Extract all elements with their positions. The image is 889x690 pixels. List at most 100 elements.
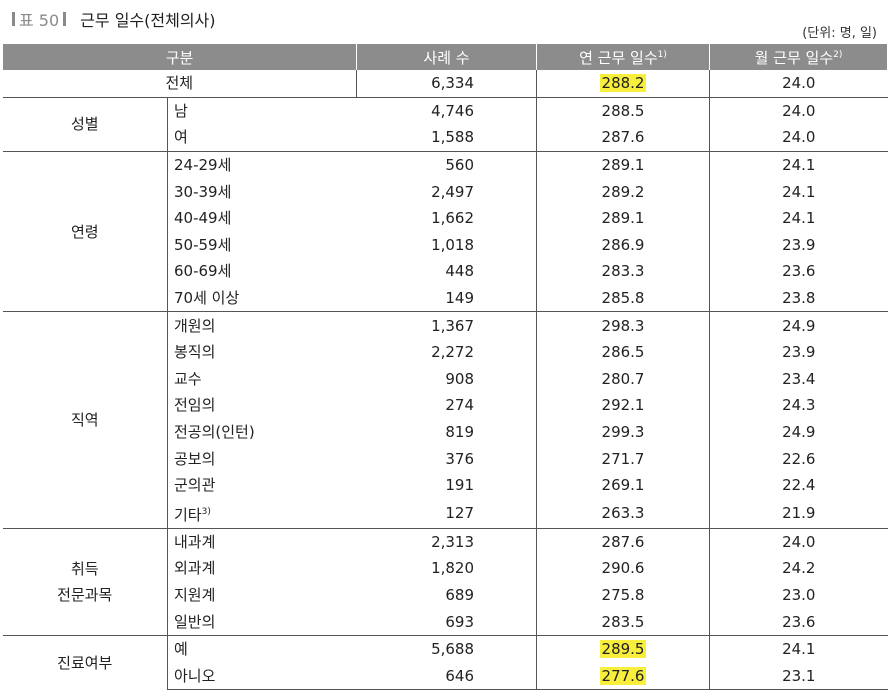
table-row: 봉직의 2,272 286.5 23.9 xyxy=(3,338,888,366)
cases-cell: 127 xyxy=(356,498,538,528)
monthly-cell: 24.1 xyxy=(709,634,888,663)
annual-cell: 263.3 xyxy=(536,498,711,528)
monthly-cell: 22.4 xyxy=(782,476,816,495)
annual-cell: 298.3 xyxy=(536,311,711,339)
row-label: 내과계 xyxy=(167,527,357,556)
cases-cell: 2,272 xyxy=(356,338,538,366)
group-label-line: 직역 xyxy=(70,410,99,429)
annual-value: 289.5 xyxy=(599,640,647,659)
annual-cell: 285.8 xyxy=(536,284,711,312)
annual-value: 283.5 xyxy=(601,612,645,631)
annual-value: 289.2 xyxy=(601,182,645,201)
cases-cell: 693 xyxy=(356,608,538,636)
annual-cell: 283.3 xyxy=(536,258,711,285)
monthly-cell: 22.6 xyxy=(782,449,816,468)
annual-value: 285.8 xyxy=(601,289,645,308)
row-label: 예 xyxy=(167,634,357,663)
table-row: 취득 전문과목 내과계 2,313 287.6 24.0 xyxy=(2,527,888,636)
group-label: 성별 xyxy=(2,96,168,152)
row-label-text: 예 xyxy=(174,640,188,659)
annual-cell: 283.5 xyxy=(536,608,711,636)
row-label: 40-49세 xyxy=(168,205,357,232)
header-category: 구분 xyxy=(1,44,358,70)
monthly-cell: 23.0 xyxy=(782,585,816,604)
row-label-text: 여 xyxy=(174,128,188,147)
row-label-text: 공보의 xyxy=(174,449,216,468)
annual-value: 283.3 xyxy=(601,262,645,281)
row-label: 봉직의 xyxy=(168,339,357,366)
row-label-text: 50-59세 xyxy=(174,235,232,254)
table-row: 군의관 191 269.1 22.4 xyxy=(3,471,888,499)
header-annual-note: 1) xyxy=(657,49,667,60)
monthly-cell: 24.1 xyxy=(782,182,816,201)
cases-cell: 1,018 xyxy=(356,231,538,259)
cases-cell: 819 xyxy=(356,418,538,446)
header-monthly: 월 근무 일수2) xyxy=(709,44,889,70)
table-name: 근무 일수(전체의사) xyxy=(80,11,216,30)
annual-cell: 271.7 xyxy=(536,445,711,472)
cases-cell: 908 xyxy=(356,365,538,393)
row-label: 남 xyxy=(167,96,357,125)
row-label: 70세 이상 xyxy=(168,285,357,312)
header-annual: 연 근무 일수1) xyxy=(536,44,711,70)
cases-cell: 191 xyxy=(356,471,538,499)
annual-cell: 277.6 xyxy=(536,662,711,690)
annual-cell: 289.2 xyxy=(536,178,711,205)
monthly-cell: 21.9 xyxy=(782,504,816,522)
group-label-line: 진료여부 xyxy=(57,653,113,672)
row-label-note: 3) xyxy=(201,506,211,517)
table-number: 표 50 xyxy=(19,11,60,30)
table-row: 공보의 376 271.7 22.6 xyxy=(3,445,888,472)
row-label-text: 40-49세 xyxy=(174,209,232,228)
table-row: 전임의 274 292.1 24.3 xyxy=(3,392,888,419)
annual-cell: 275.8 xyxy=(536,581,711,609)
table-title: 표 50 근무 일수(전체의사) xyxy=(8,6,216,32)
row-label: 공보의 xyxy=(168,445,357,472)
row-label: 전임의 xyxy=(168,392,357,419)
row-label: 아니오 xyxy=(167,662,357,690)
row-label-text: 아니오 xyxy=(174,666,216,685)
cases-cell: 448 xyxy=(356,258,538,285)
annual-cell: 299.3 xyxy=(536,418,711,446)
row-label: 전공의(인턴) xyxy=(168,419,357,446)
table-row: 진료여부 예 5,688 289.5 24.1 xyxy=(2,634,888,690)
row-label: 지원계 xyxy=(168,582,357,609)
table-row: 연령 24-29세 560 289.1 24.1 xyxy=(2,150,888,312)
table-row: 일반의 693 283.5 23.6 xyxy=(3,608,888,636)
cases-cell: 149 xyxy=(356,284,538,312)
row-label-text: 내과계 xyxy=(174,532,216,551)
annual-value: 286.9 xyxy=(601,235,645,254)
annual-cell: 289.1 xyxy=(536,204,711,232)
group-label-line: 전문과목 xyxy=(57,585,113,604)
table-row: 지원계 689 275.8 23.0 xyxy=(3,581,888,609)
total-monthly: 24.0 xyxy=(782,74,816,93)
row-label-text: 전공의(인턴) xyxy=(174,423,255,442)
row-label: 외과계 xyxy=(168,555,357,582)
header-row: 구분 사례 수 연 근무 일수1) 월 근무 일수2) xyxy=(1,44,889,70)
monthly-cell: 23.9 xyxy=(782,235,816,254)
table-body: 전체 6,334 288.2 24.0 성별 남 4,746 288.5 24.0 여 1,… xyxy=(2,70,888,690)
title-bar-left xyxy=(12,12,15,26)
annual-cell: 290.6 xyxy=(536,555,711,582)
annual-value: 263.3 xyxy=(601,504,645,522)
annual-value: 287.6 xyxy=(601,128,645,147)
monthly-cell: 24.9 xyxy=(709,311,888,339)
row-label-text: 봉직의 xyxy=(174,343,216,362)
monthly-cell: 23.1 xyxy=(709,662,888,690)
monthly-cell: 23.4 xyxy=(782,369,816,388)
group-label: 직역 xyxy=(2,311,168,528)
cases-cell: 1,820 xyxy=(356,555,538,582)
cases-cell: 274 xyxy=(356,392,538,419)
monthly-cell: 23.6 xyxy=(782,612,816,631)
table-row: 여 1,588 287.6 24.0 xyxy=(3,124,888,152)
monthly-cell: 24.0 xyxy=(782,128,816,147)
total-annual-cell: 288.2 xyxy=(536,70,711,98)
annual-value: 277.6 xyxy=(599,666,647,685)
annual-value: 292.1 xyxy=(601,396,645,415)
group-label-line: 연령 xyxy=(70,222,99,241)
annual-cell: 288.5 xyxy=(536,96,711,125)
cases-cell: 689 xyxy=(356,581,538,609)
annual-cell: 286.5 xyxy=(536,338,711,366)
annual-cell: 286.9 xyxy=(536,231,711,259)
table-row: 전공의(인턴) 819 299.3 24.9 xyxy=(3,418,888,446)
